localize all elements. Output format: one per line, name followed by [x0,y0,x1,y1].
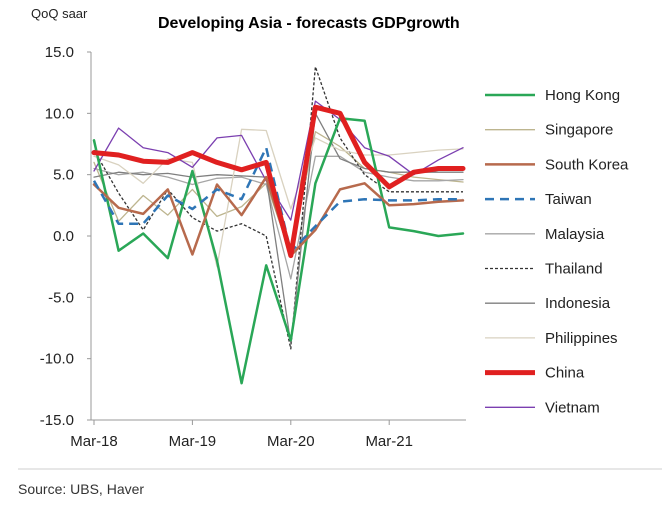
series-line-china [91,104,466,259]
series-line-indonesia [93,112,464,345]
x-tick-label: Mar-18 [70,433,118,450]
source-note: Source: UBS, Haver [18,481,144,497]
x-tick-label: Mar-19 [169,433,217,450]
series-line-singapore [93,131,464,256]
chart-title: Developing Asia - forecasts GDPgrowth [158,15,460,32]
legend-label: Malaysia [545,226,605,243]
legend-label: Singapore [545,122,613,139]
series-line-philippines [93,128,464,268]
y-tick-label: -5.0 [48,289,74,306]
x-tick-label: Mar-20 [267,433,315,450]
legend-label: Thailand [545,261,603,278]
y-tick-label: -10.0 [40,351,74,368]
x-axis-ticks: Mar-18 Mar-19 Mar-20 Mar-21 [70,433,413,450]
legend-label: China [545,365,585,382]
legend: Hong Kong Singapore South Korea Taiwan Malay… [485,87,629,416]
y-tick-label: 10.0 [45,105,74,122]
legend-label: South Korea [545,156,629,173]
axis-tick-marks [87,51,390,425]
y-tick-label: -15.0 [40,412,74,429]
x-tick-label: Mar-21 [365,433,413,450]
y-axis-label: QoQ saar [31,6,88,21]
y-tick-label: 5.0 [53,167,74,184]
y-tick-label: 0.0 [53,228,74,245]
legend-label: Hong Kong [545,87,620,104]
y-axis-ticks: 15.0 10.0 5.0 0.0 -5.0 -10.0 -15.0 [40,44,74,429]
series-line-hong-kong [92,116,465,385]
y-tick-label: 15.0 [45,44,74,61]
legend-label: Indonesia [545,295,611,312]
legend-label: Philippines [545,330,618,347]
series-lines [91,66,466,385]
legend-label: Vietnam [545,399,600,416]
legend-label: Taiwan [545,191,592,208]
